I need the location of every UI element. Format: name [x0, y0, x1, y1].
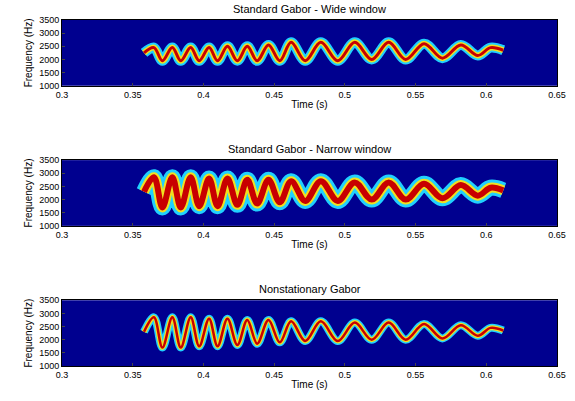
- svg-text:Frequency (Hz): Frequency (Hz): [23, 299, 34, 368]
- svg-text:0.4: 0.4: [197, 370, 210, 380]
- svg-text:1500: 1500: [39, 348, 59, 358]
- svg-text:2000: 2000: [39, 55, 59, 65]
- svg-text:0.45: 0.45: [265, 230, 283, 240]
- svg-text:0.55: 0.55: [407, 90, 425, 100]
- svg-text:3000: 3000: [39, 28, 59, 38]
- svg-text:0.55: 0.55: [407, 230, 425, 240]
- svg-text:3000: 3000: [39, 309, 59, 319]
- svg-text:0.65: 0.65: [548, 230, 566, 240]
- svg-text:3500: 3500: [39, 15, 59, 25]
- svg-text:Standard Gabor - Narrow window: Standard Gabor - Narrow window: [228, 143, 391, 155]
- svg-text:0.65: 0.65: [548, 90, 566, 100]
- svg-text:Frequency (Hz): Frequency (Hz): [23, 18, 34, 87]
- svg-text:0.6: 0.6: [480, 90, 493, 100]
- svg-text:Time (s): Time (s): [291, 239, 327, 250]
- svg-text:0.3: 0.3: [56, 230, 69, 240]
- svg-text:2500: 2500: [39, 41, 59, 51]
- svg-text:Time (s): Time (s): [291, 99, 327, 110]
- svg-text:1000: 1000: [39, 221, 59, 231]
- svg-text:0.35: 0.35: [124, 230, 142, 240]
- svg-text:0.4: 0.4: [197, 230, 210, 240]
- svg-text:0.5: 0.5: [339, 370, 352, 380]
- svg-text:0.3: 0.3: [56, 90, 69, 100]
- svg-text:2500: 2500: [39, 182, 59, 192]
- svg-text:0.45: 0.45: [265, 370, 283, 380]
- svg-text:1000: 1000: [39, 361, 59, 371]
- svg-text:Time (s): Time (s): [291, 379, 327, 390]
- svg-text:0.6: 0.6: [480, 370, 493, 380]
- svg-text:1500: 1500: [39, 68, 59, 78]
- svg-text:1000: 1000: [39, 81, 59, 91]
- svg-text:0.3: 0.3: [56, 370, 69, 380]
- svg-text:2000: 2000: [39, 335, 59, 345]
- svg-text:3500: 3500: [39, 155, 59, 165]
- svg-text:0.65: 0.65: [548, 370, 566, 380]
- svg-text:0.5: 0.5: [339, 90, 352, 100]
- svg-text:3500: 3500: [39, 295, 59, 305]
- svg-text:Standard Gabor - Wide window: Standard Gabor - Wide window: [233, 3, 386, 15]
- svg-text:0.35: 0.35: [124, 90, 142, 100]
- svg-text:0.35: 0.35: [124, 370, 142, 380]
- svg-text:0.55: 0.55: [407, 370, 425, 380]
- svg-text:Nonstationary Gabor: Nonstationary Gabor: [259, 283, 361, 295]
- svg-text:0.5: 0.5: [339, 230, 352, 240]
- svg-text:0.6: 0.6: [480, 230, 493, 240]
- svg-text:0.4: 0.4: [197, 90, 210, 100]
- svg-text:Frequency (Hz): Frequency (Hz): [23, 159, 34, 228]
- svg-text:2000: 2000: [39, 195, 59, 205]
- svg-text:1500: 1500: [39, 208, 59, 218]
- svg-text:2500: 2500: [39, 322, 59, 332]
- svg-text:0.45: 0.45: [265, 90, 283, 100]
- svg-text:3000: 3000: [39, 168, 59, 178]
